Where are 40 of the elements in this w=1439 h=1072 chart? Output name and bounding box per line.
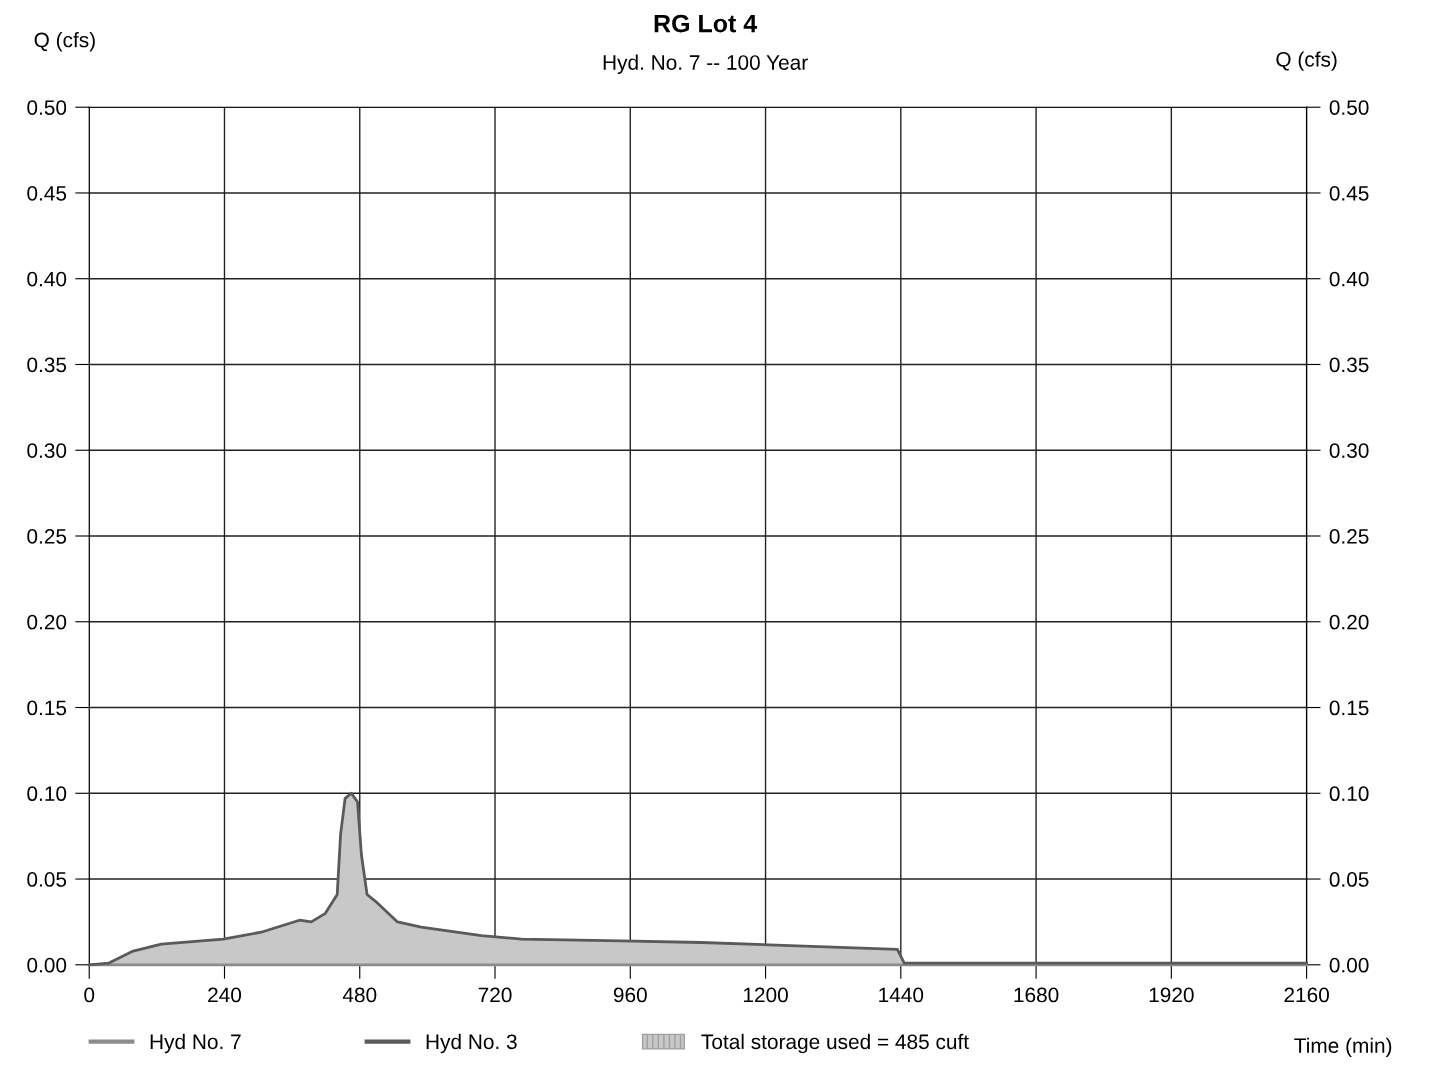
y-tick-label: 0.50 [27, 100, 67, 115]
y-tick-label: 0.10 [27, 786, 67, 802]
x-tick-label: 480 [342, 987, 377, 1003]
y-tick-label: 0.15 [27, 700, 67, 716]
y2-tick-label: 0.35 [1329, 357, 1369, 373]
x-axis-title: Time (min) [1294, 1037, 1392, 1058]
y-tick-label: 0.05 [27, 872, 67, 887]
y2-tick-label: 0.10 [1329, 786, 1369, 802]
y2-tick-label: 0.20 [1329, 614, 1369, 630]
y-tick-label: 0.00 [27, 957, 67, 973]
y-tick-label: 0.25 [27, 529, 67, 544]
text: Total storage used = 485 cuft [701, 1033, 969, 1054]
y-tick-label: 0.20 [27, 614, 67, 630]
y-tick-label: 0.40 [27, 271, 67, 287]
chart-subtitle: Hyd. No. 7 -- 100 Year [603, 54, 808, 74]
x-tick-label: 720 [478, 987, 512, 1003]
y2-tick-label: 0.05 [1329, 872, 1369, 887]
y2-axis-title: Q (cfs) [1276, 51, 1337, 71]
y2-tick-label: 0.40 [1329, 271, 1369, 287]
x-tick-label: 1440 [879, 987, 924, 1003]
x-tick-label: 2160 [1284, 987, 1329, 1003]
legend-label: Hyd No. 3 [426, 1033, 517, 1054]
y2-tick-label: 0.15 [1329, 700, 1369, 716]
x-tick-label: 1200 [743, 987, 788, 1003]
x-tick-label: 0 [84, 987, 95, 1003]
x-tick-label: 1920 [1149, 987, 1194, 1003]
x-tick-label: 960 [613, 987, 647, 1003]
chart-title: RG Lot 4 [654, 14, 758, 33]
y2-tick-label: 0.50 [1329, 100, 1369, 115]
y2-tick-label: 0.30 [1329, 443, 1369, 458]
legend-label: Hyd No. 7 [150, 1033, 241, 1054]
y-tick-label: 0.35 [27, 357, 67, 373]
y2-tick-label: 0.00 [1329, 957, 1369, 973]
x-tick-label: 1680 [1014, 987, 1059, 1003]
y-tick-label: 0.45 [27, 185, 67, 201]
x-tick-label: 240 [208, 987, 242, 1003]
y2-tick-label: 0.25 [1329, 529, 1369, 544]
y-axis-title: Q (cfs) [34, 32, 95, 52]
y2-tick-label: 0.45 [1329, 185, 1369, 201]
y-tick-label: 0.30 [27, 443, 67, 458]
